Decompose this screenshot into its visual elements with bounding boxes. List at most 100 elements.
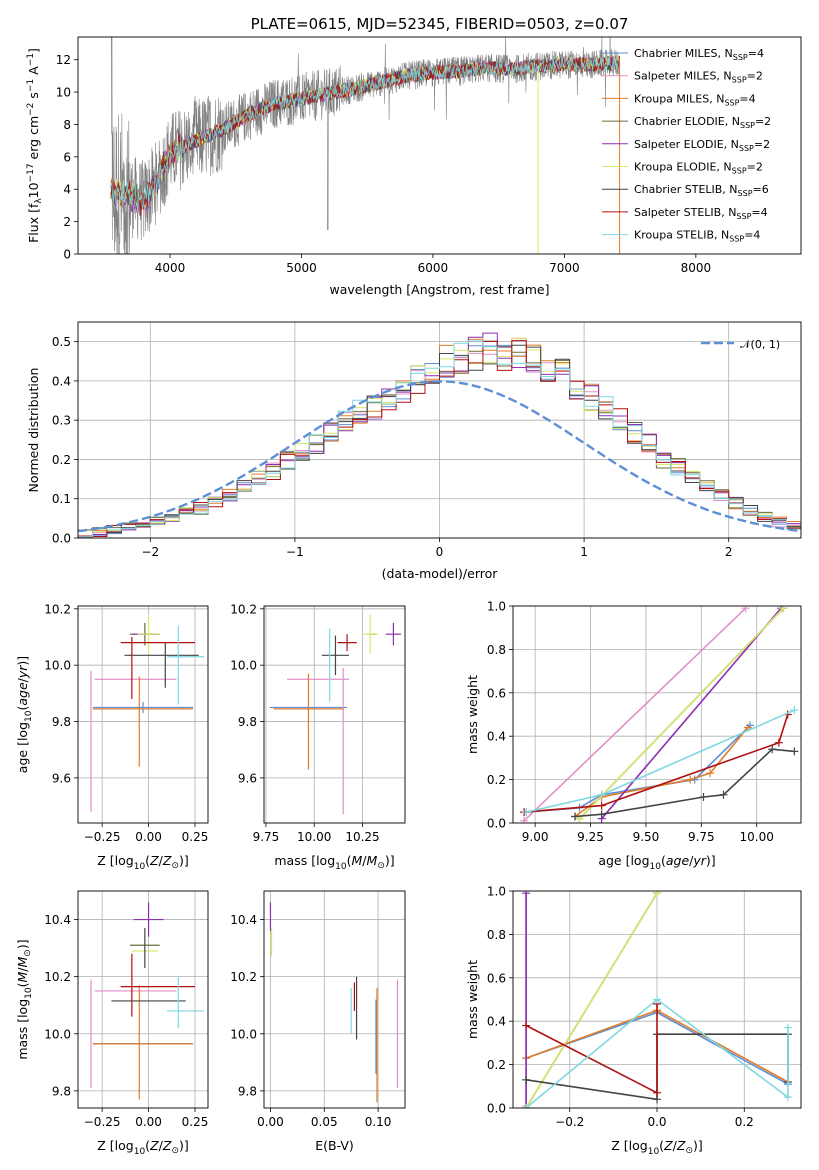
data-point <box>774 738 783 747</box>
x-tick-label: 9.50 <box>633 830 660 844</box>
data-point <box>522 1104 531 1108</box>
x-tick-label: 2 <box>725 545 733 559</box>
y-tick-label: 0.6 <box>487 686 506 700</box>
y-tick-label: 9.8 <box>238 715 257 729</box>
data-point <box>783 1023 792 1032</box>
y-tick-label: 0.6 <box>487 971 506 985</box>
y-tick-label: 10.2 <box>230 970 257 984</box>
data-point <box>597 801 606 810</box>
y-tick-label: 9.8 <box>238 1084 257 1098</box>
y-tick-label: 10.0 <box>44 659 71 673</box>
plot-area-age-vs-Z <box>90 614 205 812</box>
panel-weight-vs-Z: −0.2 0.0 0.2 0.0 0.2 0.4 0.6 0.8 1.0 Z [log10(Z/Z… <box>465 885 802 1157</box>
x-tick-label: 0.25 <box>182 830 209 844</box>
data-point <box>783 1093 792 1102</box>
y-tick-label: 12 <box>56 53 71 67</box>
errorbar-point <box>321 635 349 676</box>
y-tick-label: 9.6 <box>52 771 71 785</box>
errorbar-point <box>362 614 378 654</box>
axes-frame <box>77 890 209 1109</box>
axes-frame <box>512 605 802 824</box>
data-point <box>522 808 531 817</box>
y-axis-label: Flux [fλ10−17 erg cm−2 s−1 A−1] <box>26 48 44 243</box>
legend-label: Chabrier MILES, NSSP=4 <box>634 47 764 62</box>
x-axis-label: age [log10(age/yr)] <box>598 853 715 872</box>
series-line <box>574 748 795 818</box>
x-axis-label: wavelength [Angstrom, rest frame] <box>329 282 549 297</box>
y-axis-label: Normed distribution <box>26 368 41 493</box>
y-tick-label: 0.1 <box>52 492 71 506</box>
data-point <box>779 606 788 613</box>
legend-label: Salpeter MILES, NSSP=2 <box>634 70 763 85</box>
x-tick-label: −2 <box>141 545 159 559</box>
y-tick-label: 0.4 <box>52 374 71 388</box>
series-kroupa-stelib <box>522 995 792 1108</box>
data-point <box>653 1088 661 1097</box>
legend-label: 𝒩(0, 1) <box>740 338 780 351</box>
y-tick-label: 8 <box>63 118 71 132</box>
series-kroupa-elodie <box>522 891 661 1108</box>
y-tick-label: 10.2 <box>44 970 71 984</box>
series-salpeter-miles <box>520 606 750 823</box>
plot-area-mass-vs-Z <box>90 902 205 1100</box>
y-tick-label: 0 <box>63 248 71 262</box>
data-point <box>686 775 695 784</box>
legend-label: Chabrier STELIB, NSSP=6 <box>634 183 769 198</box>
errorbar-point <box>92 701 194 714</box>
data-point <box>790 747 799 756</box>
data-point <box>706 769 715 778</box>
y-tick-label: 9.6 <box>238 771 257 785</box>
y-tick-label: 0.5 <box>52 335 71 349</box>
plot-area-mass-vs-ebv <box>269 902 399 1103</box>
legend-label: Kroupa STELIB, NSSP=4 <box>634 229 760 244</box>
data-point <box>653 995 661 1004</box>
y-axis-label: age [log10(age/yr)] <box>15 656 34 773</box>
data-point <box>597 810 606 819</box>
series-line <box>524 714 789 813</box>
y-tick-label: 0.8 <box>487 928 506 942</box>
errorbar-point <box>385 622 402 646</box>
x-tick-label: −0.2 <box>555 1115 584 1129</box>
plot-area-age-vs-mass <box>269 614 402 815</box>
panel-age-vs-Z: −0.25 0.00 0.25 9.6 9.8 10.0 10.2 Z [log10(Z/Z⊙… <box>15 602 209 872</box>
y-tick-label: 2 <box>63 215 71 229</box>
series-line <box>525 998 789 1108</box>
legend-label: Salpeter STELIB, NSSP=4 <box>634 206 768 221</box>
legend-label: Kroupa ELODIE, NSSP=2 <box>634 161 763 176</box>
x-axis-label: mass [log10(M/M⊙)] <box>274 853 394 872</box>
legend-label: Kroupa MILES, NSSP=4 <box>634 92 756 107</box>
y-tick-label: 0.0 <box>487 817 506 831</box>
series-line <box>600 607 782 820</box>
hist-salpeter-stelib <box>78 340 801 537</box>
panel-residuals: −2 −1 0 1 2 0.0 0.1 0.2 0.3 0.4 0.5 (data-model)/er… <box>26 321 802 581</box>
series-chabrier-stelib <box>571 745 799 821</box>
y-tick-label: 0.4 <box>487 730 506 744</box>
data-point <box>571 812 580 821</box>
x-axis-label: (data-model)/error <box>382 566 499 581</box>
data-point <box>768 745 777 754</box>
x-tick-label: 10.00 <box>297 830 331 844</box>
series-line <box>526 709 795 813</box>
x-tick-label: 10.25 <box>345 830 379 844</box>
series-chabrier-miles <box>522 721 755 817</box>
y-tick-label: 10.0 <box>230 1027 257 1041</box>
data-point <box>522 1021 531 1030</box>
series-line <box>525 892 658 1108</box>
x-tick-label: 0.0 <box>647 1115 666 1129</box>
series-line <box>523 607 747 822</box>
data-point <box>520 816 529 823</box>
x-tick-label: 6000 <box>418 261 449 275</box>
data-point <box>699 792 708 801</box>
errorbar-point <box>137 614 160 654</box>
axes-frame <box>512 890 802 1109</box>
axes-frame <box>77 321 802 539</box>
y-tick-label: 1.0 <box>487 600 506 614</box>
x-axis-label: E(B-V) <box>315 1138 354 1153</box>
y-tick-label: 0.8 <box>487 643 506 657</box>
model-chabrier-elodie <box>110 55 620 210</box>
x-tick-label: 1 <box>580 545 588 559</box>
data-point <box>522 891 531 898</box>
legend-label: Chabrier ELODIE, NSSP=2 <box>634 115 771 130</box>
x-axis-label: Z [log10(Z/Z⊙)] <box>97 853 189 872</box>
